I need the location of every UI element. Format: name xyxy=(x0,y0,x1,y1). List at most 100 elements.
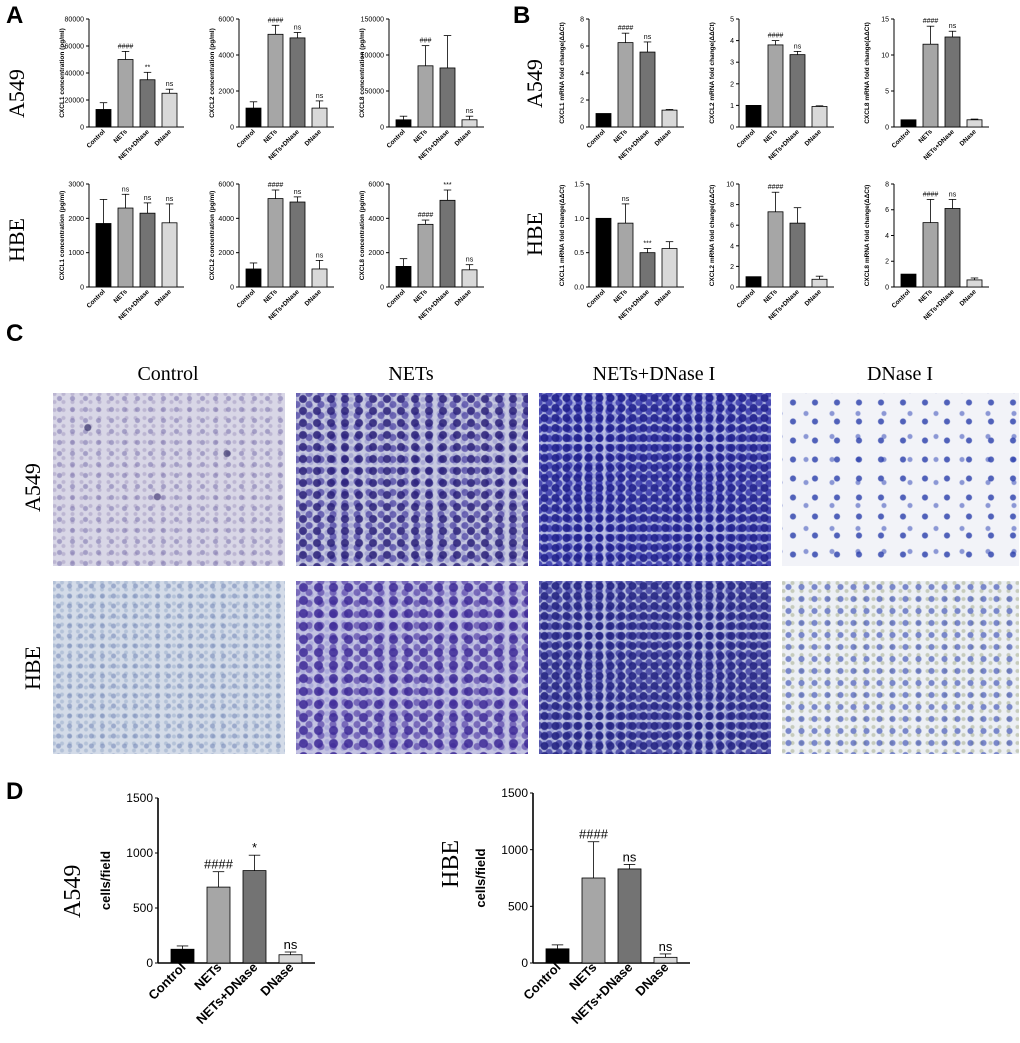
col-label-control: Control xyxy=(137,363,199,385)
bar xyxy=(581,877,606,964)
bar xyxy=(311,268,328,288)
bar xyxy=(789,222,806,288)
row-label-a549-a: A549 xyxy=(4,69,29,118)
x-tick-label: NETs xyxy=(613,288,630,305)
bar xyxy=(439,199,456,288)
x-tick-label: Control xyxy=(891,288,912,309)
y-axis-label: CXCL2 concentration (pg/ml) xyxy=(209,28,216,118)
bar xyxy=(417,65,434,128)
bar xyxy=(245,107,262,128)
y-tick-label: 2000 xyxy=(218,88,234,95)
y-tick-label: 2000 xyxy=(218,250,234,257)
y-tick-label: 6 xyxy=(580,43,584,50)
micrograph-hbe-control xyxy=(53,581,285,754)
chart-d-a549: 050010001500cells/fieldControl####NETs*N… xyxy=(98,791,315,1027)
x-tick-label: DNase xyxy=(654,288,674,308)
x-tick-label: Control xyxy=(386,288,407,309)
x-tick-label: NETs xyxy=(763,128,780,145)
significance-label: #### xyxy=(923,18,939,25)
bar xyxy=(966,279,983,288)
y-tick-label: 80000 xyxy=(65,16,85,23)
bar xyxy=(461,119,478,128)
y-tick-label: 2000 xyxy=(368,250,384,257)
row-label-hbe-b: HBE xyxy=(522,212,547,256)
bar xyxy=(289,37,306,128)
bar xyxy=(267,198,284,288)
y-tick-label: 2 xyxy=(885,259,889,266)
significance-label: #### xyxy=(268,17,284,24)
row-label-hbe-c: HBE xyxy=(20,646,45,690)
y-tick-label: 2 xyxy=(580,97,584,104)
x-tick-label: DNase xyxy=(804,128,824,148)
y-tick-label: 4 xyxy=(730,38,734,45)
x-tick-label: Control xyxy=(736,288,757,309)
bar xyxy=(767,44,784,128)
y-tick-label: 6 xyxy=(885,207,889,214)
significance-label: ns xyxy=(144,195,152,202)
y-tick-label: 3 xyxy=(730,60,734,67)
significance-label: ### xyxy=(420,38,432,45)
x-tick-label: DNase xyxy=(959,128,979,148)
y-tick-label: 1000 xyxy=(501,843,528,857)
y-axis-label: CXCL8 mRNA fold change(ΔΔCt) xyxy=(864,185,871,287)
x-tick-label: DNase xyxy=(804,288,824,308)
significance-label: #### xyxy=(418,212,434,219)
significance-label: #### xyxy=(618,25,634,32)
bar xyxy=(944,36,961,128)
bar xyxy=(922,222,939,288)
x-tick-label: DNase xyxy=(304,128,324,148)
y-tick-label: 6000 xyxy=(218,16,234,23)
bar xyxy=(617,868,642,964)
y-tick-label: 2 xyxy=(730,264,734,271)
chart-b-a549-cxcl1: 0 2 4 6 8 CXCL1 mRNA fold change(ΔΔCt) Control… xyxy=(559,16,684,162)
x-tick-label: NETs xyxy=(113,128,130,145)
x-tick-label: Control xyxy=(236,288,257,309)
x-tick-label: Control xyxy=(736,128,757,149)
significance-label: ns xyxy=(466,108,474,115)
bar xyxy=(139,212,156,288)
significance-label: ns xyxy=(294,189,302,196)
micrograph-a549-nets-dnase xyxy=(539,393,771,566)
bar xyxy=(745,276,762,288)
y-tick-label: 4000 xyxy=(218,216,234,223)
y-tick-label: 100000 xyxy=(361,52,384,59)
x-tick-label: NETs xyxy=(763,288,780,305)
y-tick-label: 0 xyxy=(521,956,528,970)
panel-label-c: C xyxy=(6,320,24,347)
y-tick-label: 1500 xyxy=(501,786,528,800)
y-tick-label: 0 xyxy=(580,124,584,131)
panel-label-a: A xyxy=(6,2,24,29)
y-tick-label: 2 xyxy=(730,81,734,88)
significance-label: ns xyxy=(316,252,324,259)
y-axis-label: CXCL1 mRNA fold change(ΔΔCt) xyxy=(559,22,566,124)
bar xyxy=(900,273,917,288)
chart-d-hbe: 050010001500cells/fieldControl####NETsns… xyxy=(473,786,690,1027)
significance-label: *** xyxy=(643,241,651,248)
x-tick-label: DNase xyxy=(654,128,674,148)
bar xyxy=(395,119,412,128)
significance-label: *** xyxy=(443,182,451,189)
y-tick-label: 1.5 xyxy=(574,181,584,188)
chart-b-hbe-cxcl1: 0.0 0.5 1.0 1.5 CXCL1 mRNA fold change(ΔΔCt)… xyxy=(559,181,684,322)
bar xyxy=(245,268,262,288)
y-tick-label: 10 xyxy=(881,52,889,59)
y-tick-label: 1500 xyxy=(126,791,153,805)
row-label-a549-b: A549 xyxy=(522,59,547,108)
row-label-a549-c: A549 xyxy=(20,463,45,512)
significance-label: #### xyxy=(923,191,939,198)
col-label-nets-dnase: NETs+DNase I xyxy=(592,363,716,385)
bar xyxy=(267,33,284,128)
significance-label: ns xyxy=(623,849,637,864)
x-tick-label: NETs xyxy=(191,960,224,993)
significance-label: #### xyxy=(118,43,134,50)
significance-label: ** xyxy=(145,64,151,71)
significance-label: ns xyxy=(659,939,673,954)
y-axis-label: cells/field xyxy=(98,851,113,910)
y-tick-label: 0 xyxy=(885,284,889,291)
micrograph-a549-control xyxy=(53,393,285,566)
y-axis-label: CXCL8 concentration (pg/ml) xyxy=(359,191,366,281)
x-tick-label: NETs xyxy=(413,288,430,305)
y-tick-label: 3000 xyxy=(68,181,84,188)
significance-label: #### xyxy=(268,182,284,189)
